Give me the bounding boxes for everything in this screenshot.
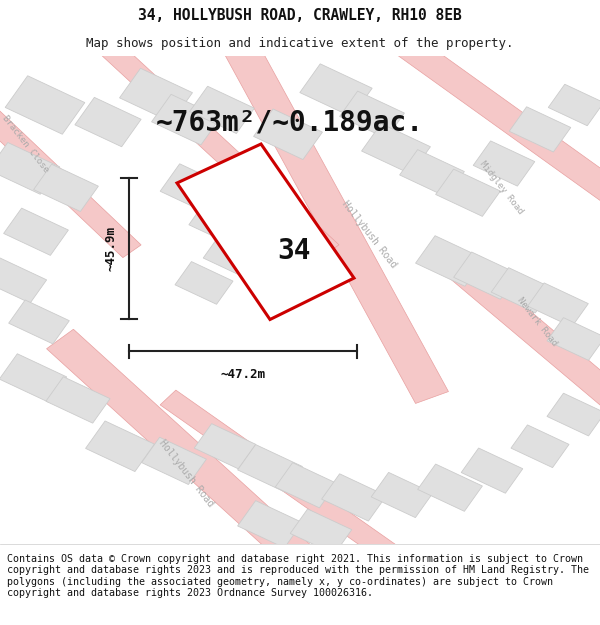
Polygon shape	[491, 268, 553, 313]
Polygon shape	[400, 149, 464, 197]
Polygon shape	[203, 234, 265, 279]
Polygon shape	[175, 262, 233, 304]
Polygon shape	[224, 41, 448, 404]
Polygon shape	[548, 84, 600, 126]
Text: Map shows position and indicative extent of the property.: Map shows position and indicative extent…	[86, 38, 514, 51]
Polygon shape	[86, 421, 154, 471]
Polygon shape	[194, 424, 256, 469]
Polygon shape	[322, 474, 386, 521]
Polygon shape	[177, 144, 354, 319]
Text: Midgley Road: Midgley Road	[478, 160, 524, 216]
Polygon shape	[527, 283, 589, 327]
Polygon shape	[290, 509, 352, 554]
Polygon shape	[0, 108, 141, 258]
Polygon shape	[254, 109, 322, 159]
Text: ~47.2m: ~47.2m	[221, 368, 265, 381]
Text: Contains OS data © Crown copyright and database right 2021. This information is : Contains OS data © Crown copyright and d…	[7, 554, 589, 598]
Polygon shape	[416, 236, 484, 286]
Polygon shape	[238, 501, 302, 548]
Polygon shape	[152, 94, 220, 145]
Polygon shape	[300, 64, 372, 117]
Polygon shape	[547, 318, 600, 361]
Polygon shape	[230, 181, 286, 224]
Text: Newark Road: Newark Road	[515, 296, 559, 348]
Polygon shape	[119, 68, 193, 122]
Polygon shape	[547, 393, 600, 436]
Polygon shape	[473, 141, 535, 186]
Polygon shape	[436, 169, 500, 216]
Polygon shape	[0, 354, 67, 402]
Polygon shape	[160, 390, 398, 561]
Polygon shape	[46, 377, 110, 423]
Polygon shape	[189, 198, 255, 247]
Text: ~45.9m: ~45.9m	[104, 226, 118, 271]
Polygon shape	[275, 462, 337, 508]
Polygon shape	[418, 464, 482, 511]
Polygon shape	[190, 86, 254, 134]
Text: 34: 34	[277, 238, 311, 265]
Polygon shape	[461, 448, 523, 493]
Polygon shape	[509, 107, 571, 152]
Text: Hollybush Road: Hollybush Road	[157, 438, 215, 509]
Polygon shape	[454, 252, 518, 299]
Text: Hollybush Road: Hollybush Road	[340, 199, 398, 269]
Polygon shape	[34, 164, 98, 211]
Polygon shape	[0, 142, 60, 194]
Polygon shape	[75, 98, 141, 147]
Polygon shape	[47, 329, 325, 578]
Polygon shape	[340, 91, 404, 138]
Polygon shape	[511, 425, 569, 468]
Polygon shape	[142, 438, 206, 484]
Text: Bracken Close: Bracken Close	[0, 114, 50, 174]
Polygon shape	[4, 208, 68, 256]
Polygon shape	[8, 300, 70, 344]
Polygon shape	[398, 38, 600, 202]
Polygon shape	[238, 444, 302, 492]
Polygon shape	[439, 253, 600, 406]
Polygon shape	[160, 164, 224, 212]
Polygon shape	[371, 472, 433, 518]
Text: 34, HOLLYBUSH ROAD, CRAWLEY, RH10 8EB: 34, HOLLYBUSH ROAD, CRAWLEY, RH10 8EB	[138, 8, 462, 23]
Polygon shape	[5, 76, 85, 134]
Polygon shape	[362, 124, 430, 174]
Polygon shape	[0, 258, 47, 303]
Polygon shape	[99, 40, 339, 258]
Text: ~763m²/~0.189ac.: ~763m²/~0.189ac.	[156, 108, 424, 136]
